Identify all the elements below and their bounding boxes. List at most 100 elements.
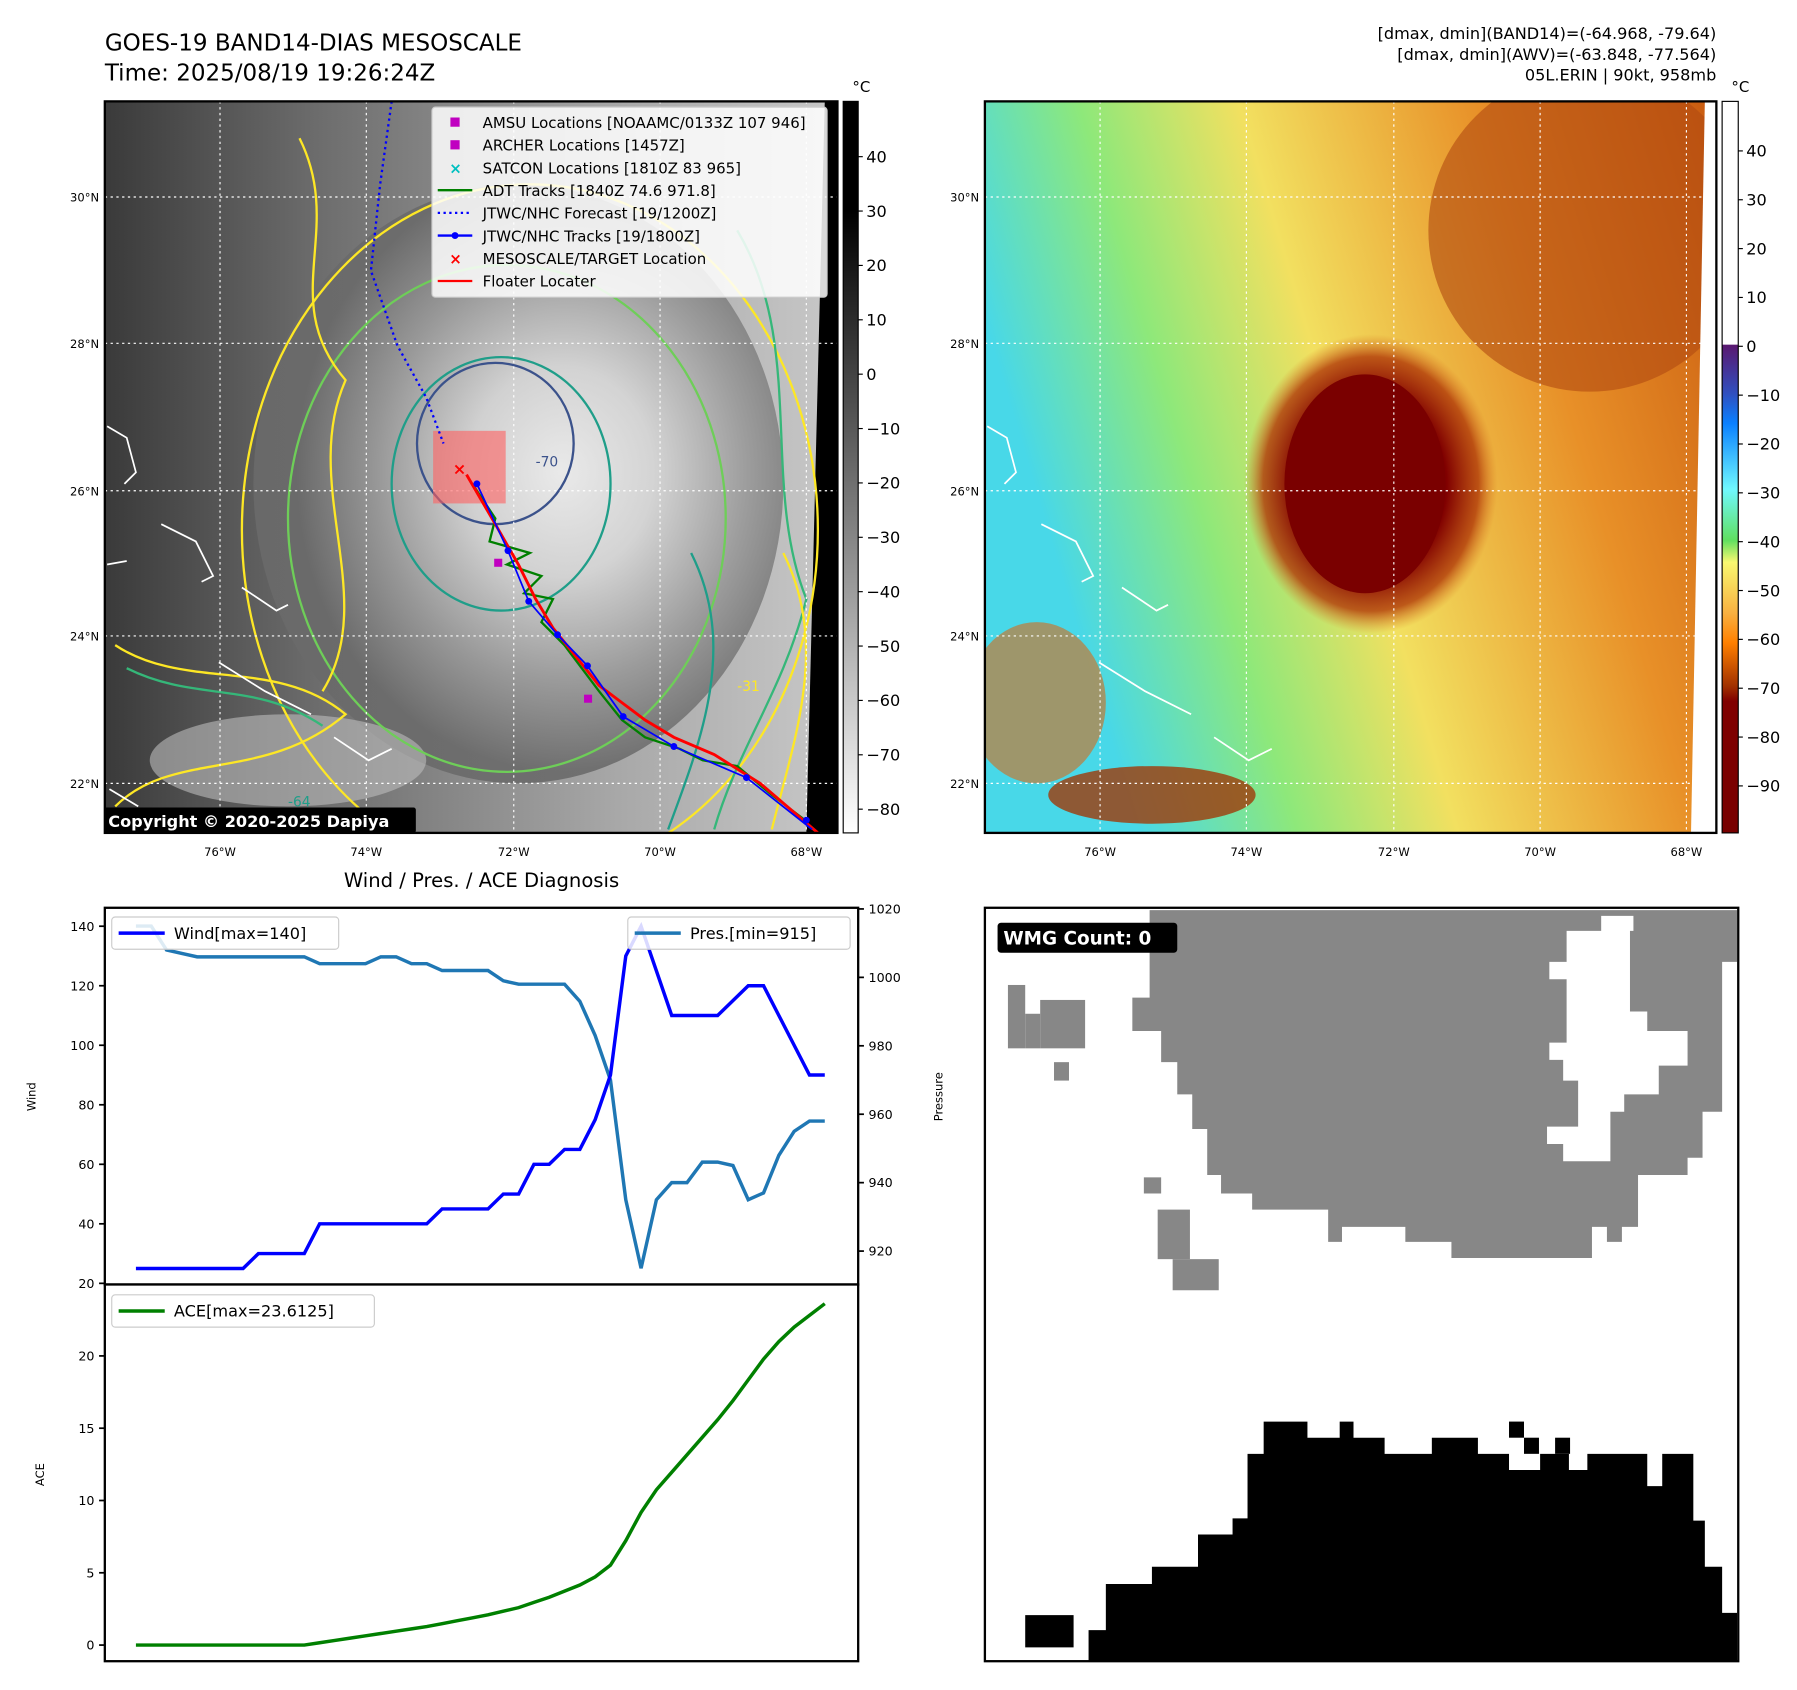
legend-label: JTWC/NHC Forecast [19/1200Z] [482,205,717,223]
colorbar-tick: −20 [866,474,900,493]
pressure-axis-label: Pressure [931,1072,945,1121]
coastlines [106,425,393,808]
copyright-label: Copyright © 2020-2025 Dapiya [108,812,389,831]
contour-label: -31 [737,679,760,695]
wind-tick-label: 40 [78,1216,94,1231]
coastlines [986,425,1273,762]
lat-label: 26°N [70,484,99,498]
floater-track [465,473,819,833]
pressure-tick-label: 980 [869,1038,893,1053]
colorbar-tick: −30 [866,528,900,547]
awv-colorbar [1721,100,1739,834]
legend-entry: Floater Locater [437,273,597,291]
colorbar-tick: −70 [866,746,900,765]
wind-tick-label: 20 [78,1276,94,1291]
lon-label: 74°W [1230,845,1262,859]
ace-tick-label: 10 [78,1493,94,1508]
colorbar-tick: −40 [866,582,900,601]
legend-entry: JTWC/NHC Tracks [19/1800Z] [437,227,700,245]
legend-entry: AMSU Locations [NOAAMC/0133Z 107 946] [450,114,806,132]
figure-time: Time: 2025/08/19 19:26:24Z [104,61,436,87]
chart-title: Wind / Pres. / ACE Diagnosis [344,869,619,892]
colorbar-tick: 40 [866,147,886,166]
awv-map-panel [984,101,1717,833]
colorbar-tick: −70 [1746,679,1780,698]
legend-entry: × MESOSCALE/TARGET Location [449,250,706,268]
figure-title: GOES-19 BAND14-DIAS MESOSCALE [105,31,522,57]
colorbar-tick: −10 [866,419,900,438]
legend-entry: ADT Tracks [1840Z 74.6 971.8] [437,182,716,200]
colorbar-tick: −60 [1746,630,1780,649]
wind-axis-label: Wind [25,1082,39,1111]
x-marker-icon: × [449,159,462,177]
legend-label: JTWC/NHC Tracks [19/1800Z] [482,227,700,245]
pressure-legend [627,916,851,950]
wind-legend [111,916,340,950]
wind-tick-label: 100 [70,1038,94,1053]
pressure-tick-label: 940 [869,1175,893,1190]
mesoscale-target-box [433,430,506,504]
colorbar-tick: 20 [1746,239,1766,258]
lon-label: 68°W [790,845,822,859]
colorbar-tick: −30 [1746,484,1780,503]
wind-tick-label: 60 [78,1157,94,1172]
ace-legend [111,1294,375,1328]
colorbar-tick: 0 [866,365,876,384]
lon-label: 74°W [350,845,382,859]
legend-label: ARCHER Locations [1457Z] [483,137,685,155]
lon-label: 68°W [1671,845,1703,859]
ir-map-panel: -70 -64 -31 × AMSU Locations [NOAAMC/ [104,101,838,833]
colorbar-tick: 40 [1746,142,1766,161]
ace-line [135,1302,826,1647]
jtwc-forecast-track [369,101,445,444]
lat-label: 26°N [950,484,979,498]
contour-label: -64 [288,794,311,810]
lat-label: 28°N [950,337,979,351]
lat-label: 24°N [70,630,99,644]
ace-tick-label: 0 [86,1638,94,1653]
x-marker-icon: × [449,250,462,268]
lon-label: 72°W [1378,845,1410,859]
legend-label: MESOSCALE/TARGET Location [483,250,707,268]
ir-colorbar [842,100,859,834]
pressure-line [135,924,825,1269]
colorbar-tick: 20 [866,256,886,275]
contour-label: -70 [536,455,559,471]
ace-axes [103,1283,860,1663]
legend-label: AMSU Locations [NOAAMC/0133Z 107 946] [483,114,806,132]
lon-label: 70°W [1524,845,1556,859]
colorbar-tick: 0 [1746,337,1756,356]
lon-label: 70°W [644,845,676,859]
lon-label: 76°W [204,845,236,859]
wmg-black-region [1088,1421,1738,1662]
wind-pressure-axes [103,906,860,1286]
colorbar-tick: −90 [1746,777,1780,796]
wind-tick-label: 140 [70,919,94,934]
amsu-location [584,694,593,703]
jtwc-track-points [473,480,810,824]
square-marker-icon [450,117,460,127]
lat-label: 30°N [70,191,99,205]
lon-label: 76°W [1084,845,1116,859]
colorbar-tick: 10 [866,311,886,330]
awv-stats: [dmax, dmin](AWV)=(-63.848, -77.564) [1397,45,1716,64]
colorbar-tick: 30 [866,202,886,221]
legend-entry: JTWC/NHC Forecast [19/1200Z] [437,205,717,223]
colorbar-tick: −40 [1746,532,1780,551]
colorbar-tick: −50 [866,637,900,656]
wmg-count-label: WMG Count: 0 [1003,929,1151,950]
pressure-tick-label: 960 [869,1107,893,1122]
lat-label: 22°N [70,777,99,791]
wind-tick-label: 80 [78,1097,94,1112]
map-gridlines [984,101,1717,833]
ace-tick-label: 15 [78,1421,94,1436]
colorbar-tick: −80 [866,800,900,819]
lat-label: 24°N [950,630,979,644]
adt-track [471,483,806,822]
legend-label: Floater Locater [483,273,597,291]
colorbar-tick: −60 [866,691,900,710]
colorbar-tick: −80 [1746,728,1780,747]
ace-tick-label: 5 [86,1565,94,1580]
colorbar-tick: −10 [1746,386,1780,405]
